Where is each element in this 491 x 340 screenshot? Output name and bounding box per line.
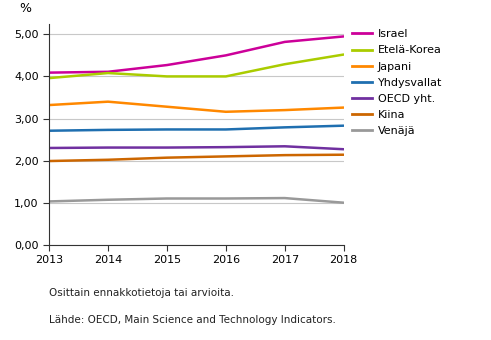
OECD yht. [282, 144, 288, 148]
Venäjä [105, 198, 111, 202]
Japani [46, 103, 52, 107]
Israel [46, 71, 52, 75]
Israel [223, 53, 229, 57]
Venäjä [341, 201, 347, 205]
Text: Lähde: OECD, Main Science and Technology Indicators.: Lähde: OECD, Main Science and Technology… [49, 315, 336, 325]
Line: Japani: Japani [49, 102, 344, 112]
Yhdysvallat [46, 129, 52, 133]
Etelä-Korea [282, 62, 288, 66]
Legend: Israel, Etelä-Korea, Japani, Yhdysvallat, OECD yht., Kiina, Venäjä: Israel, Etelä-Korea, Japani, Yhdysvallat… [352, 29, 442, 136]
Etelä-Korea [164, 74, 170, 79]
Venäjä [164, 197, 170, 201]
Yhdysvallat [341, 124, 347, 128]
Japani [164, 105, 170, 109]
Line: Israel: Israel [49, 36, 344, 73]
Kiina [164, 156, 170, 160]
OECD yht. [341, 147, 347, 151]
Kiina [105, 158, 111, 162]
Japani [105, 100, 111, 104]
OECD yht. [164, 146, 170, 150]
Yhdysvallat [164, 128, 170, 132]
Kiina [223, 154, 229, 158]
Israel [164, 63, 170, 67]
Kiina [341, 153, 347, 157]
Venäjä [282, 196, 288, 200]
OECD yht. [223, 145, 229, 149]
Text: Osittain ennakkotietoja tai arvioita.: Osittain ennakkotietoja tai arvioita. [49, 288, 234, 298]
Israel [341, 34, 347, 38]
Japani [341, 105, 347, 109]
Japani [223, 110, 229, 114]
Japani [282, 108, 288, 112]
Yhdysvallat [105, 128, 111, 132]
Y-axis label: %: % [20, 2, 31, 15]
Line: OECD yht.: OECD yht. [49, 146, 344, 149]
Line: Etelä-Korea: Etelä-Korea [49, 54, 344, 78]
OECD yht. [105, 146, 111, 150]
Etelä-Korea [105, 71, 111, 75]
Venäjä [46, 199, 52, 203]
Israel [105, 70, 111, 74]
Yhdysvallat [223, 128, 229, 132]
Kiina [46, 159, 52, 163]
Line: Yhdysvallat: Yhdysvallat [49, 126, 344, 131]
OECD yht. [46, 146, 52, 150]
Etelä-Korea [46, 76, 52, 80]
Israel [282, 40, 288, 44]
Line: Venäjä: Venäjä [49, 198, 344, 203]
Etelä-Korea [223, 74, 229, 79]
Venäjä [223, 197, 229, 201]
Yhdysvallat [282, 125, 288, 130]
Line: Kiina: Kiina [49, 155, 344, 161]
Kiina [282, 153, 288, 157]
Etelä-Korea [341, 52, 347, 56]
